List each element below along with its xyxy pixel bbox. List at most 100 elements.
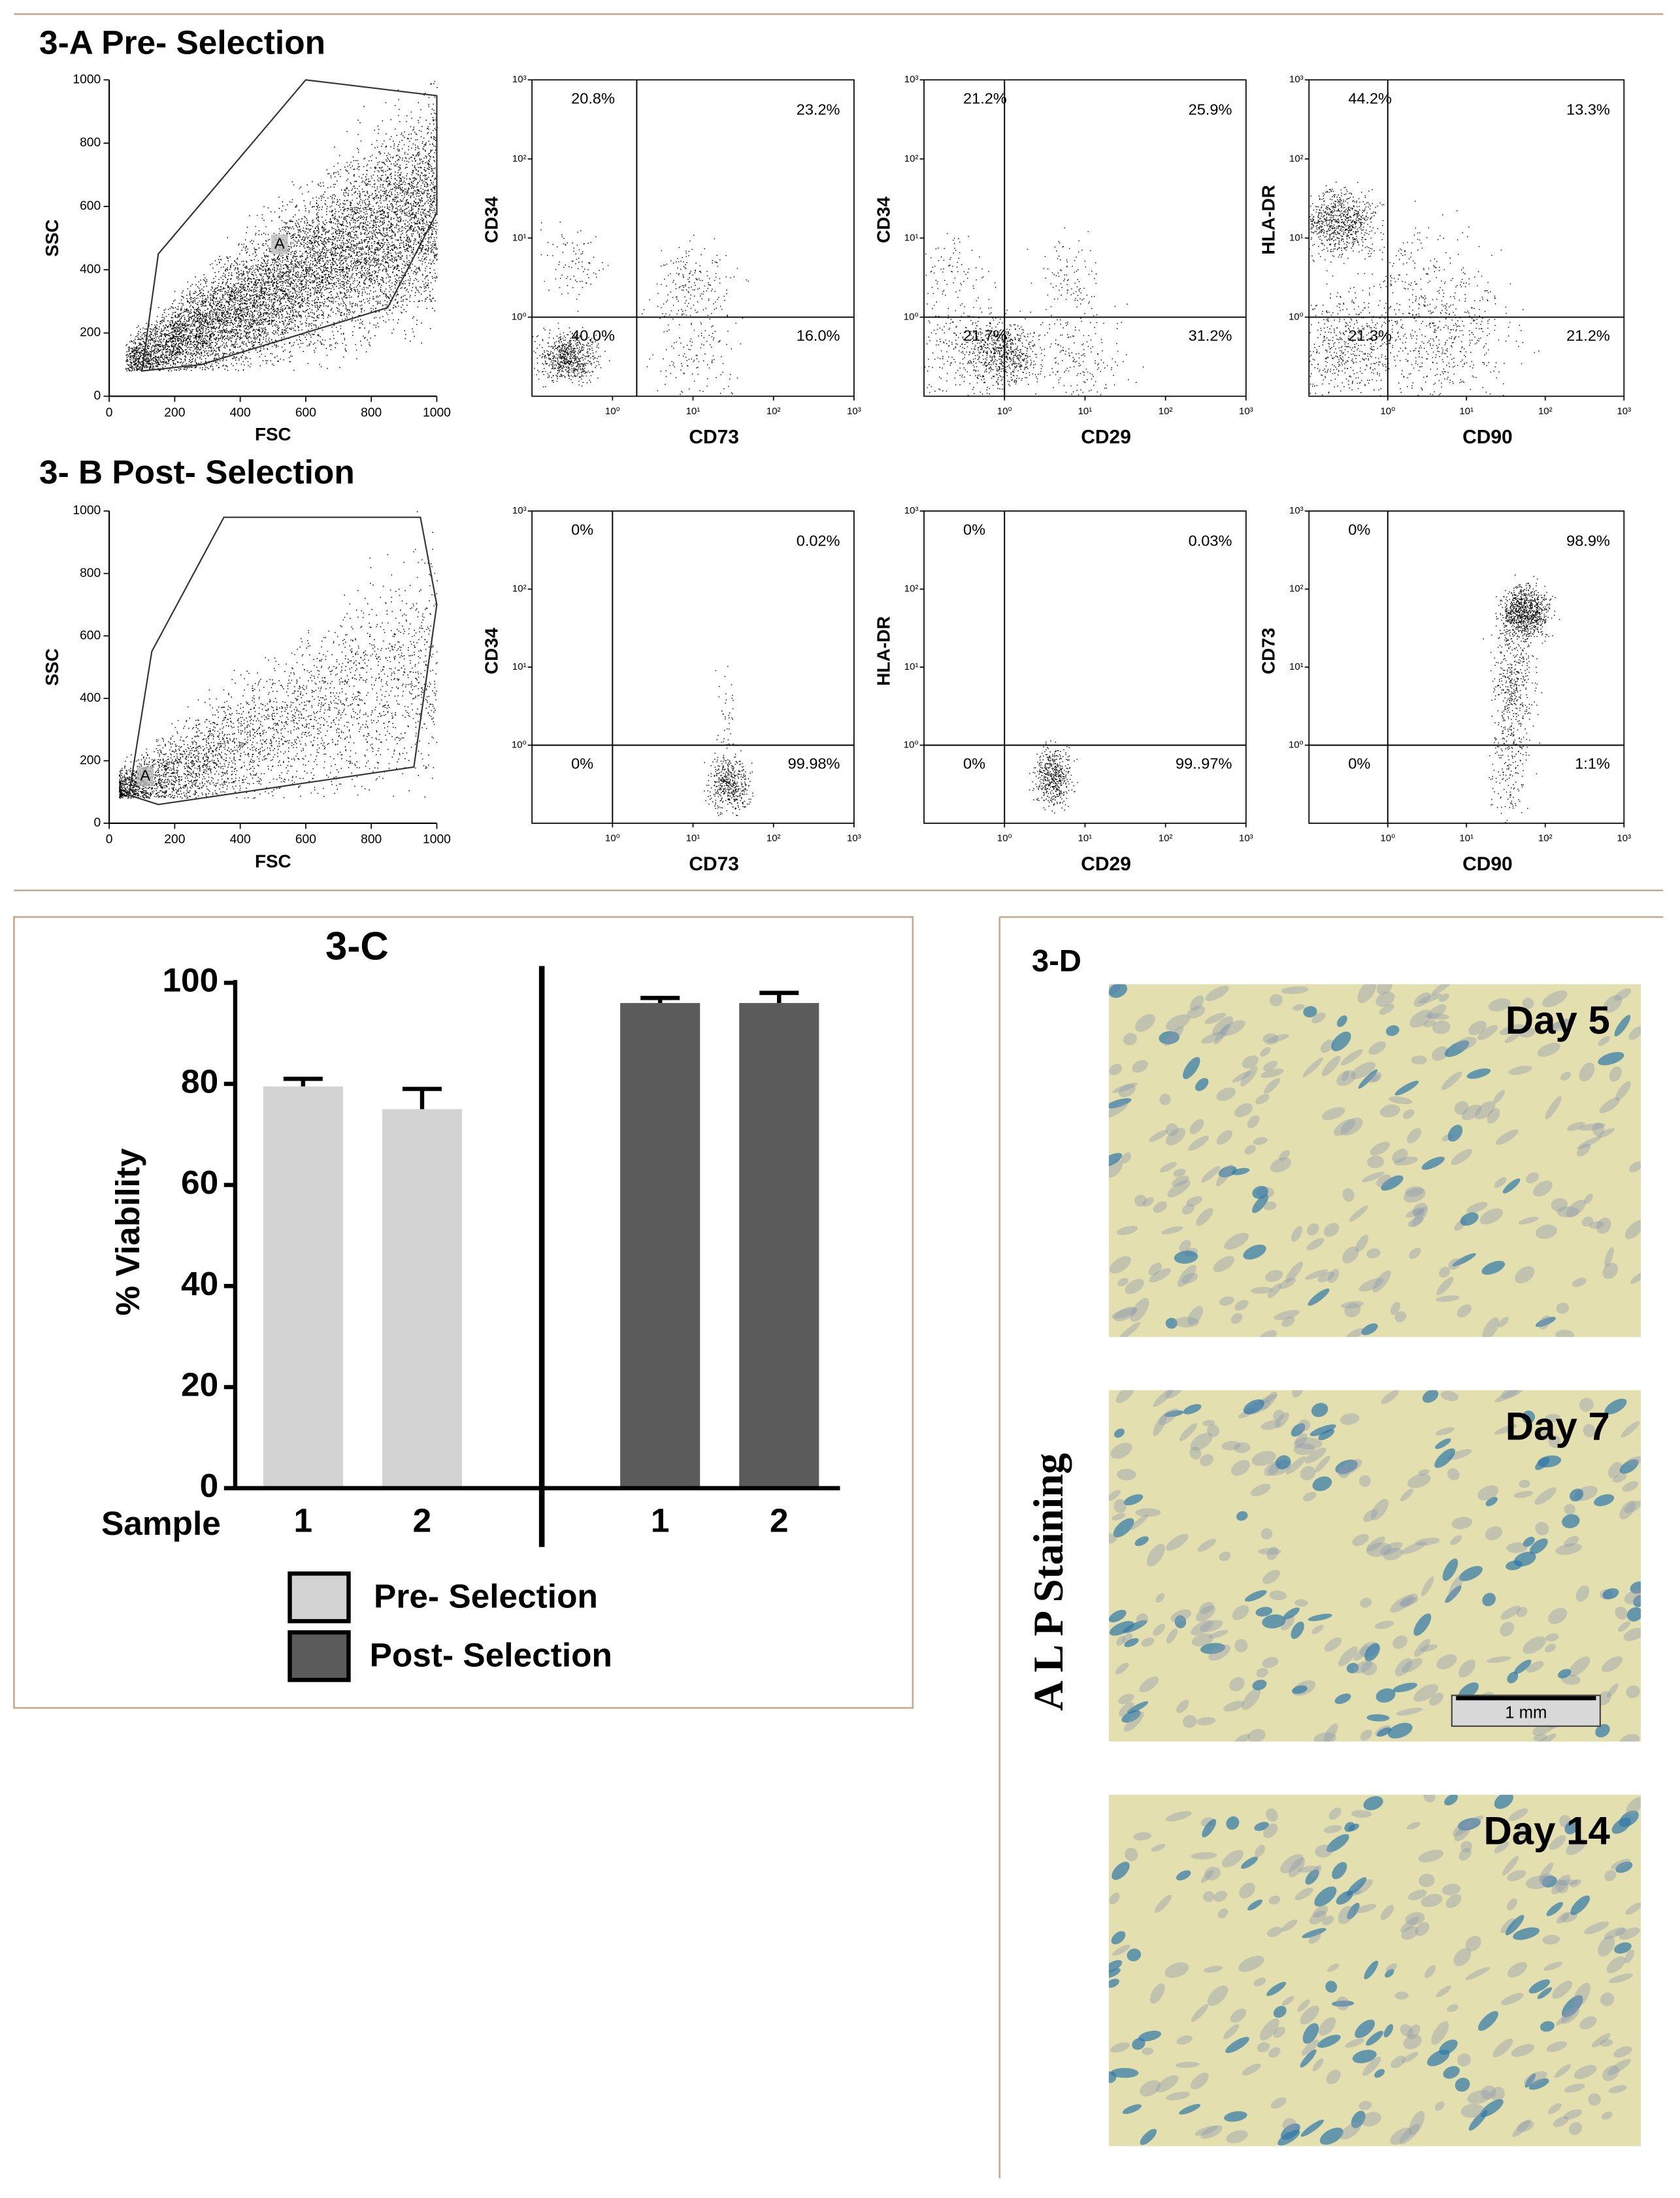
cell (1334, 1119, 1356, 1136)
cell (1202, 1819, 1217, 1837)
x-tick-label: 1000 (423, 406, 451, 419)
cell (1253, 1977, 1266, 1987)
cell (1134, 1536, 1149, 1547)
cell (1613, 2046, 1632, 2058)
cell (1108, 1490, 1121, 1501)
cell (1188, 1135, 1210, 1151)
cell (1141, 1637, 1155, 1647)
cell (1183, 1714, 1197, 1728)
quadrant-label: 16.0% (797, 327, 840, 344)
cell (1358, 1069, 1378, 1089)
cell (1439, 2039, 1458, 2055)
cell (1448, 1575, 1463, 1599)
cell (1200, 1166, 1221, 1183)
cell (1414, 1639, 1430, 1657)
cell (1421, 1576, 1434, 1596)
cell (1412, 1202, 1427, 1216)
cell (1519, 1479, 1530, 1488)
cell (1278, 1150, 1291, 1161)
cell (1262, 1569, 1280, 1584)
quadrant-label: 23.2% (797, 101, 840, 118)
cell (1216, 1164, 1233, 1187)
y-axis-label: SSC (42, 648, 62, 685)
cell (1403, 1187, 1426, 1203)
cell (1557, 1669, 1572, 1679)
cell (1294, 1599, 1308, 1607)
cell (1142, 1197, 1154, 1207)
cell (1591, 2033, 1611, 2048)
x-tick-label: 0 (106, 833, 113, 847)
cell (1539, 1873, 1554, 1885)
cell (1323, 1825, 1342, 1833)
x-tick-label: 200 (164, 406, 185, 419)
quadrant-label: 21.2% (1566, 327, 1610, 344)
x-axis-label: CD90 (1462, 427, 1513, 448)
cell (1204, 1867, 1221, 1880)
y-tick-label: 0 (94, 389, 101, 403)
x-tick-label: 1000 (423, 833, 451, 847)
cell (1538, 1455, 1562, 1468)
cell (1247, 1729, 1266, 1742)
y-tick-label: 400 (80, 691, 101, 705)
cell (1197, 1539, 1217, 1552)
cell (1445, 1894, 1462, 1909)
cell (1204, 1012, 1227, 1025)
cell (1614, 988, 1632, 1001)
cell (1118, 1084, 1136, 1098)
cell (1381, 1175, 1404, 1191)
cell (1335, 1460, 1358, 1474)
cell (1551, 1198, 1568, 1212)
chart-title: 3-C (325, 925, 389, 968)
cell (1202, 1420, 1215, 1426)
cell (1155, 1894, 1172, 1913)
cell (1108, 1098, 1132, 1109)
cell (1399, 1597, 1419, 1607)
cell (1165, 1811, 1192, 1822)
cell (1305, 1869, 1319, 1885)
cell (1581, 1217, 1594, 1227)
cell (1181, 1204, 1195, 1215)
cell (1413, 1613, 1432, 1636)
cell (1375, 991, 1395, 1007)
cell (1528, 1979, 1551, 1993)
x-tick-label: 10⁰ (1380, 406, 1395, 417)
cell (1376, 1174, 1391, 1187)
cell (1431, 984, 1454, 996)
cell (1418, 1849, 1444, 1863)
cell (1370, 1141, 1391, 1156)
x-tick-label: 600 (295, 833, 316, 847)
cell (1374, 1620, 1394, 1630)
cell (1336, 1015, 1347, 1027)
cell (1461, 1104, 1482, 1121)
cell (1413, 992, 1431, 1008)
cell (1379, 1004, 1394, 1015)
cell (1601, 2111, 1613, 2120)
cell (1359, 2101, 1372, 2110)
x-axis-label: CD73 (689, 853, 739, 875)
cell (1191, 1633, 1213, 1647)
cell (1447, 1468, 1460, 1481)
cell (1615, 1862, 1633, 1873)
cell (1598, 1935, 1615, 1957)
cell (1457, 2053, 1471, 2067)
cell (1109, 1064, 1123, 1075)
x-tick-label: 2 (770, 1501, 789, 1539)
cell (1624, 1500, 1641, 1513)
cell (1213, 1256, 1235, 1272)
cell (1174, 1251, 1198, 1264)
cell (1263, 1201, 1277, 1211)
cell (1538, 1315, 1551, 1330)
y-tick-label: 10² (904, 583, 919, 595)
cell (1477, 2010, 1498, 2031)
cell (1224, 1232, 1249, 1250)
cell (1115, 1390, 1135, 1403)
dot-cloud (119, 511, 438, 799)
x-axis-label: Sample (101, 1504, 221, 1542)
y-tick-label: 1000 (73, 73, 101, 86)
bar (382, 1109, 463, 1488)
cell (1385, 1969, 1394, 1978)
cell (1388, 1722, 1413, 1739)
cell (1269, 1590, 1287, 1601)
cell (1376, 1727, 1392, 1737)
cell (1465, 1935, 1481, 1952)
